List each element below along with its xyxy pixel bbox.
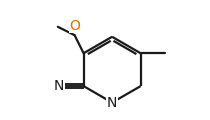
Text: O: O	[69, 19, 80, 33]
Text: N: N	[54, 79, 64, 93]
Text: N: N	[107, 96, 117, 110]
